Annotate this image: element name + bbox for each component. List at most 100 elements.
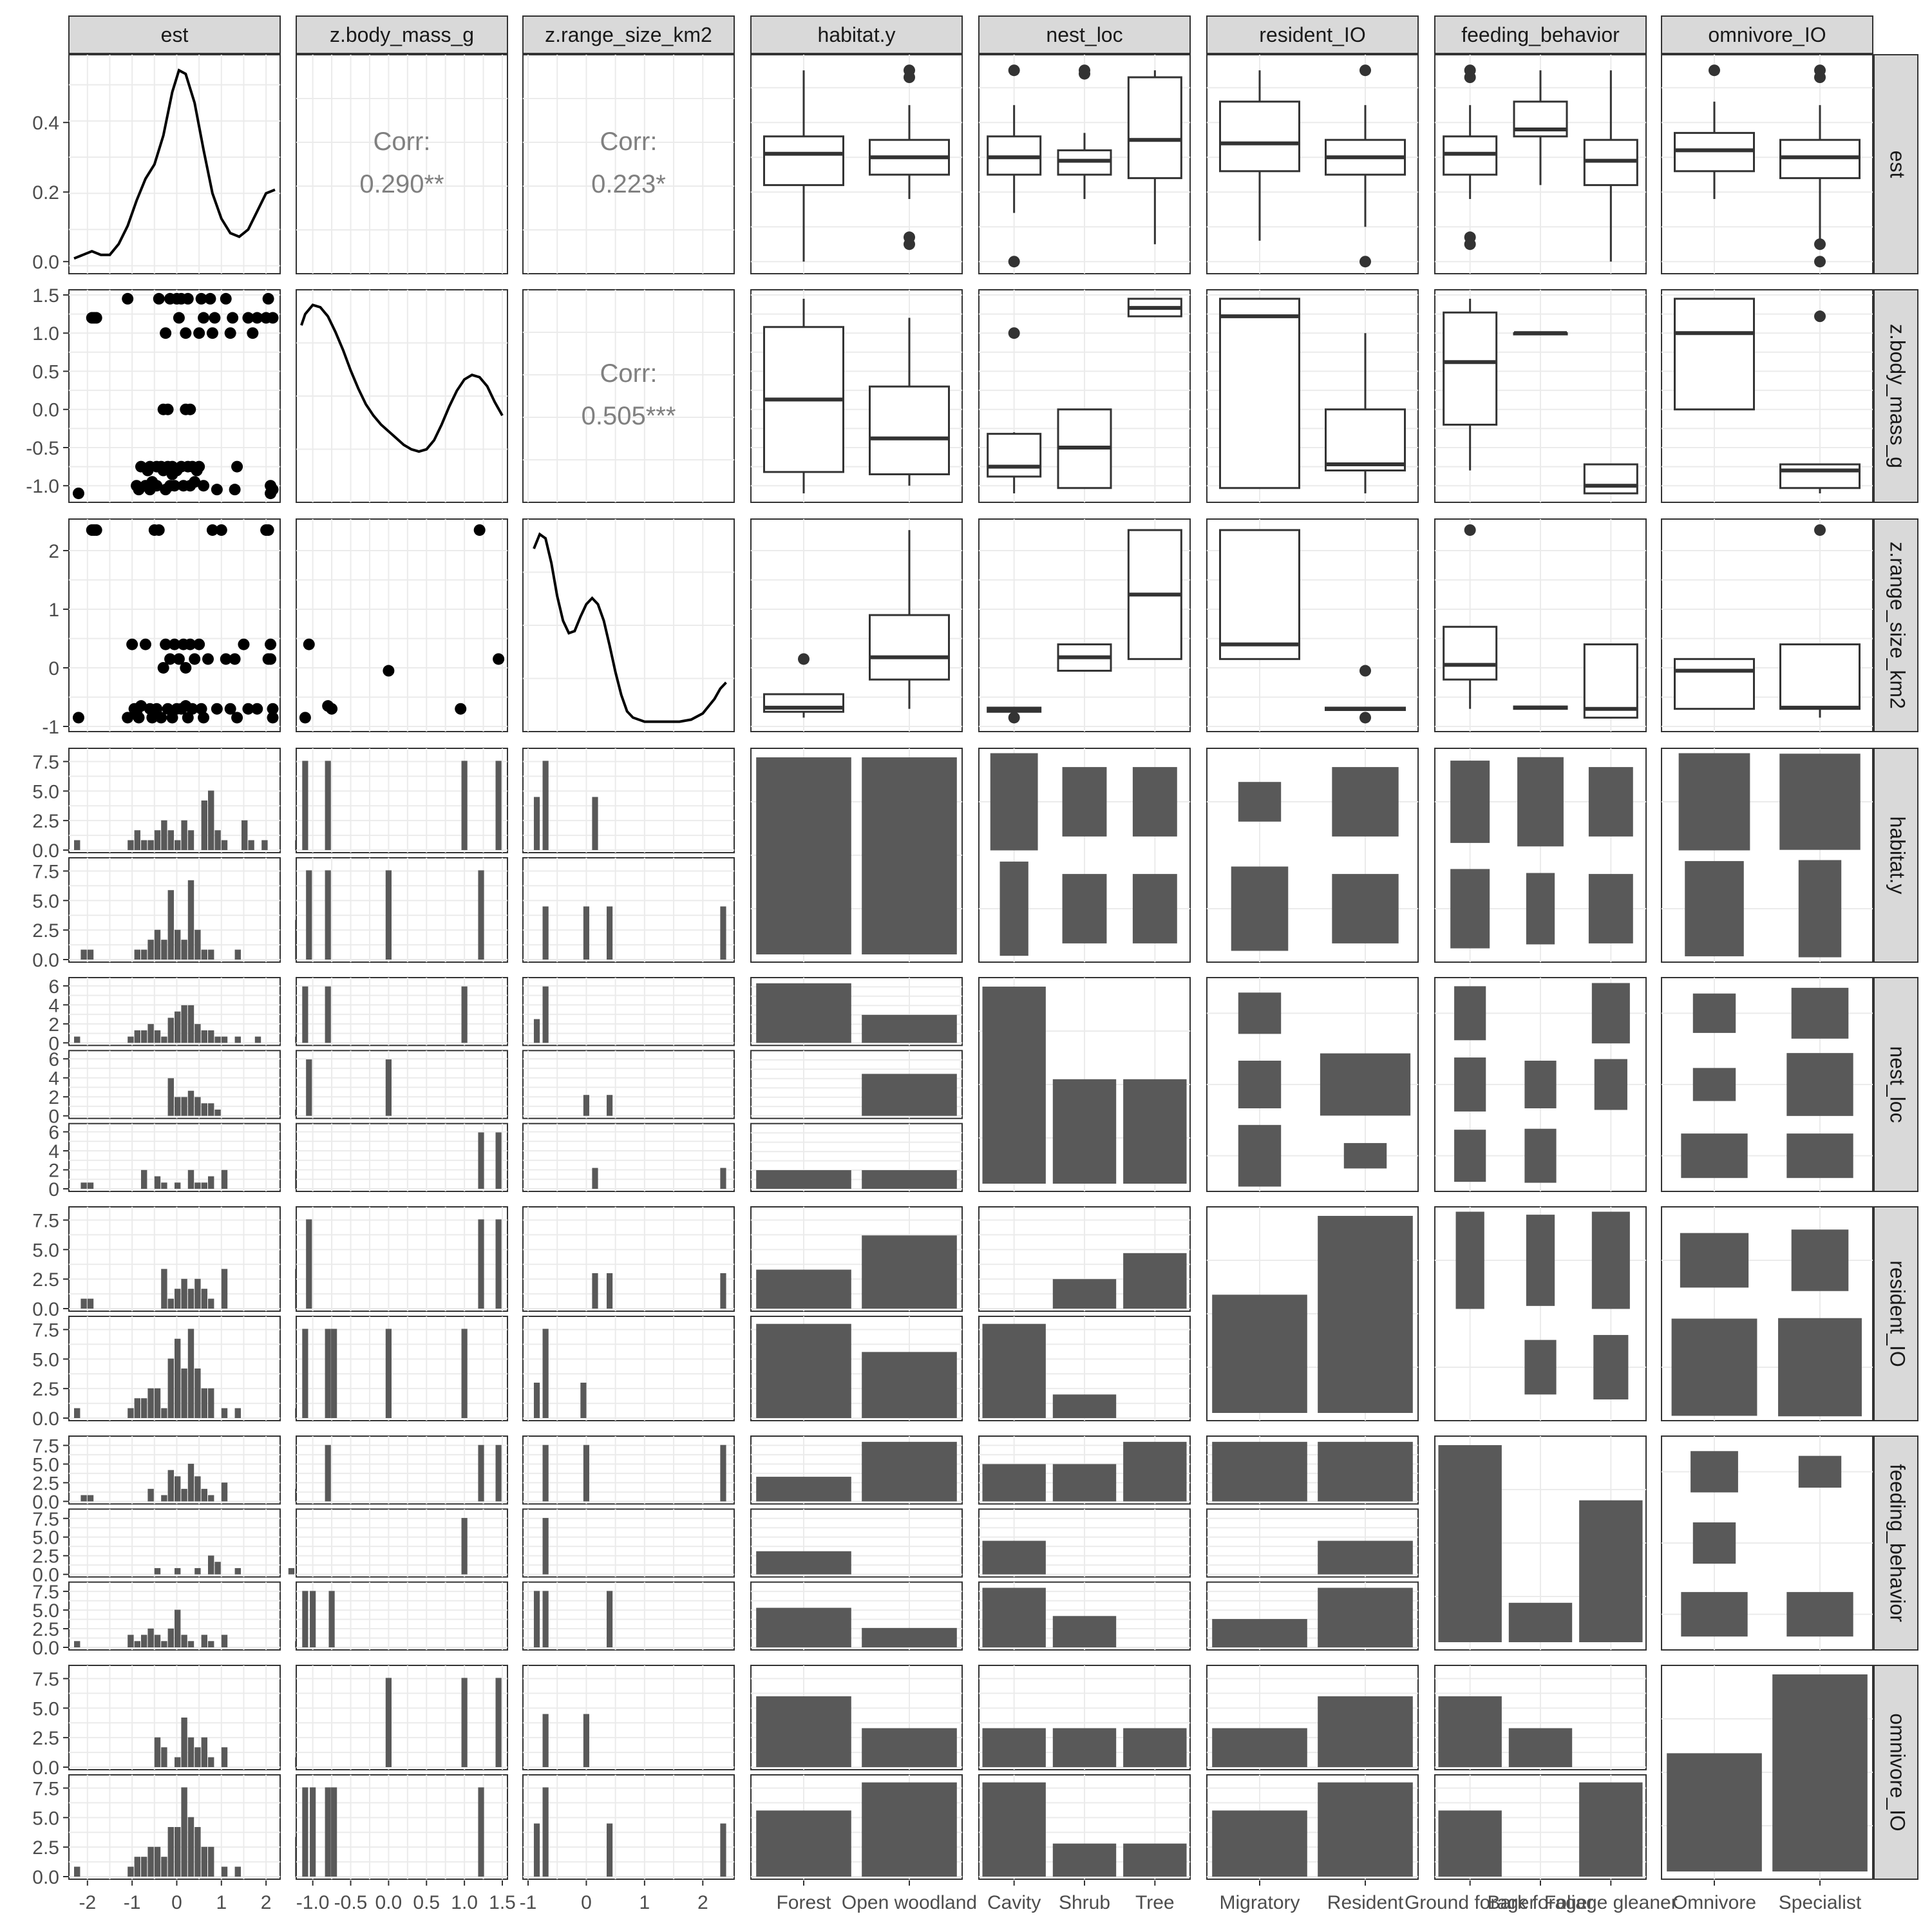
histogram-bar — [194, 929, 201, 960]
x-tick-label: Resident — [1327, 1892, 1404, 1913]
y-tick-label: 2.5 — [32, 1837, 59, 1859]
scatter-point — [303, 638, 315, 650]
correlation-value: 0.290** — [359, 170, 444, 198]
tile — [1524, 1128, 1557, 1183]
histogram-bar — [221, 1408, 228, 1418]
y-tick-label: 5.0 — [32, 1808, 59, 1829]
bar — [1508, 1602, 1573, 1642]
histogram-bar — [234, 1408, 241, 1418]
histogram-bar — [208, 790, 214, 850]
bar — [1212, 1294, 1307, 1413]
y-tick-label: 1.0 — [32, 323, 59, 345]
histogram-bar — [214, 1109, 221, 1116]
histogram-bar — [175, 1567, 181, 1575]
boxplot — [1583, 463, 1638, 495]
scatter-point — [173, 653, 185, 665]
y-tick-label: 0.5 — [32, 361, 59, 383]
histogram-bar — [533, 1383, 540, 1418]
scatter-point — [164, 653, 176, 665]
histogram-bar — [194, 1747, 201, 1767]
y-tick-label: 5.0 — [32, 1454, 59, 1475]
histogram-bar — [208, 1030, 214, 1043]
y-tick-label: 2.5 — [32, 1269, 59, 1291]
correlation-panel — [522, 54, 735, 274]
y-tick-label: 5.0 — [32, 1349, 59, 1370]
boxplot — [1583, 70, 1638, 262]
bar — [862, 1170, 957, 1189]
histogram-bar — [208, 1388, 214, 1418]
x-tick-label: 1 — [639, 1892, 650, 1913]
histogram-bar — [128, 1866, 134, 1877]
histogram-bar — [385, 1329, 392, 1418]
tile — [1238, 1061, 1282, 1108]
histogram-bar — [201, 1737, 207, 1767]
histogram-bar — [201, 1289, 207, 1309]
histogram-bar — [533, 1019, 540, 1043]
grid — [296, 748, 507, 853]
scatter-point — [193, 460, 205, 473]
tile — [990, 753, 1038, 851]
y-tick-label: 2.5 — [32, 811, 59, 832]
tile — [1593, 1334, 1629, 1400]
tile — [1791, 987, 1849, 1039]
column-strip-label: z.range_size_km2 — [545, 23, 712, 46]
scatter-point — [209, 312, 221, 324]
bar — [862, 1728, 957, 1767]
histogram-bar — [181, 1634, 187, 1647]
histogram-bar — [154, 1176, 161, 1189]
bar — [862, 1352, 957, 1418]
y-tick-label: 7.5 — [32, 1779, 59, 1800]
bar — [756, 1551, 851, 1575]
correlation-label: Corr: — [374, 128, 431, 156]
histogram-bar — [607, 1273, 613, 1309]
scatter-point — [211, 484, 223, 496]
histogram-bar — [306, 1219, 312, 1309]
boxplot — [1443, 524, 1498, 709]
bar — [1052, 1394, 1117, 1418]
scatter-point — [383, 665, 395, 677]
histogram-bar — [141, 1857, 147, 1877]
histogram-bar — [580, 1383, 587, 1418]
tile — [1681, 1133, 1748, 1179]
boxplot — [1583, 643, 1638, 719]
y-tick-label: 7.5 — [32, 1211, 59, 1232]
histogram-bar — [175, 1097, 181, 1116]
column-strip-label: feeding_behavior — [1461, 23, 1620, 46]
x-tick-label: 0 — [581, 1892, 592, 1913]
grid — [523, 978, 734, 1046]
column-strip — [1206, 15, 1419, 54]
histogram-bar — [194, 1567, 201, 1575]
histogram-bar — [154, 1388, 161, 1418]
y-tick-label: 0.0 — [32, 252, 59, 273]
column-strip — [296, 15, 508, 54]
row-strip-label: feeding_behavior — [1886, 1464, 1909, 1622]
histogram-bar — [310, 1787, 316, 1877]
x-tick-label: Omnivore — [1672, 1892, 1756, 1913]
histogram-bar — [175, 840, 181, 850]
histogram-bar — [161, 820, 167, 850]
x-tick-label: -1 — [124, 1892, 141, 1913]
histogram-bar — [161, 1495, 167, 1502]
grid — [523, 1509, 734, 1577]
histogram-bar — [495, 1132, 502, 1189]
histogram-bar — [242, 820, 248, 850]
scatter-point — [72, 712, 84, 724]
row-strip-label: z.body_mass_g — [1886, 324, 1909, 468]
histogram-bar — [147, 1388, 154, 1418]
histogram-bar — [128, 1036, 134, 1043]
scatter-point — [220, 292, 232, 305]
histogram-bar — [80, 949, 87, 960]
scatter-point — [162, 403, 174, 415]
histogram-bar — [542, 761, 549, 850]
histogram-bar — [720, 906, 726, 960]
histogram-bar — [187, 880, 194, 960]
boxplot — [1127, 529, 1182, 660]
scatter-point — [122, 292, 134, 305]
histogram-bar — [194, 1368, 201, 1418]
histogram-bar — [542, 1329, 549, 1418]
x-tick-label: 0 — [171, 1892, 182, 1913]
scatter-point — [151, 703, 163, 715]
bar — [982, 1728, 1046, 1767]
boxplot — [1513, 70, 1568, 185]
histogram-bar — [592, 797, 598, 850]
